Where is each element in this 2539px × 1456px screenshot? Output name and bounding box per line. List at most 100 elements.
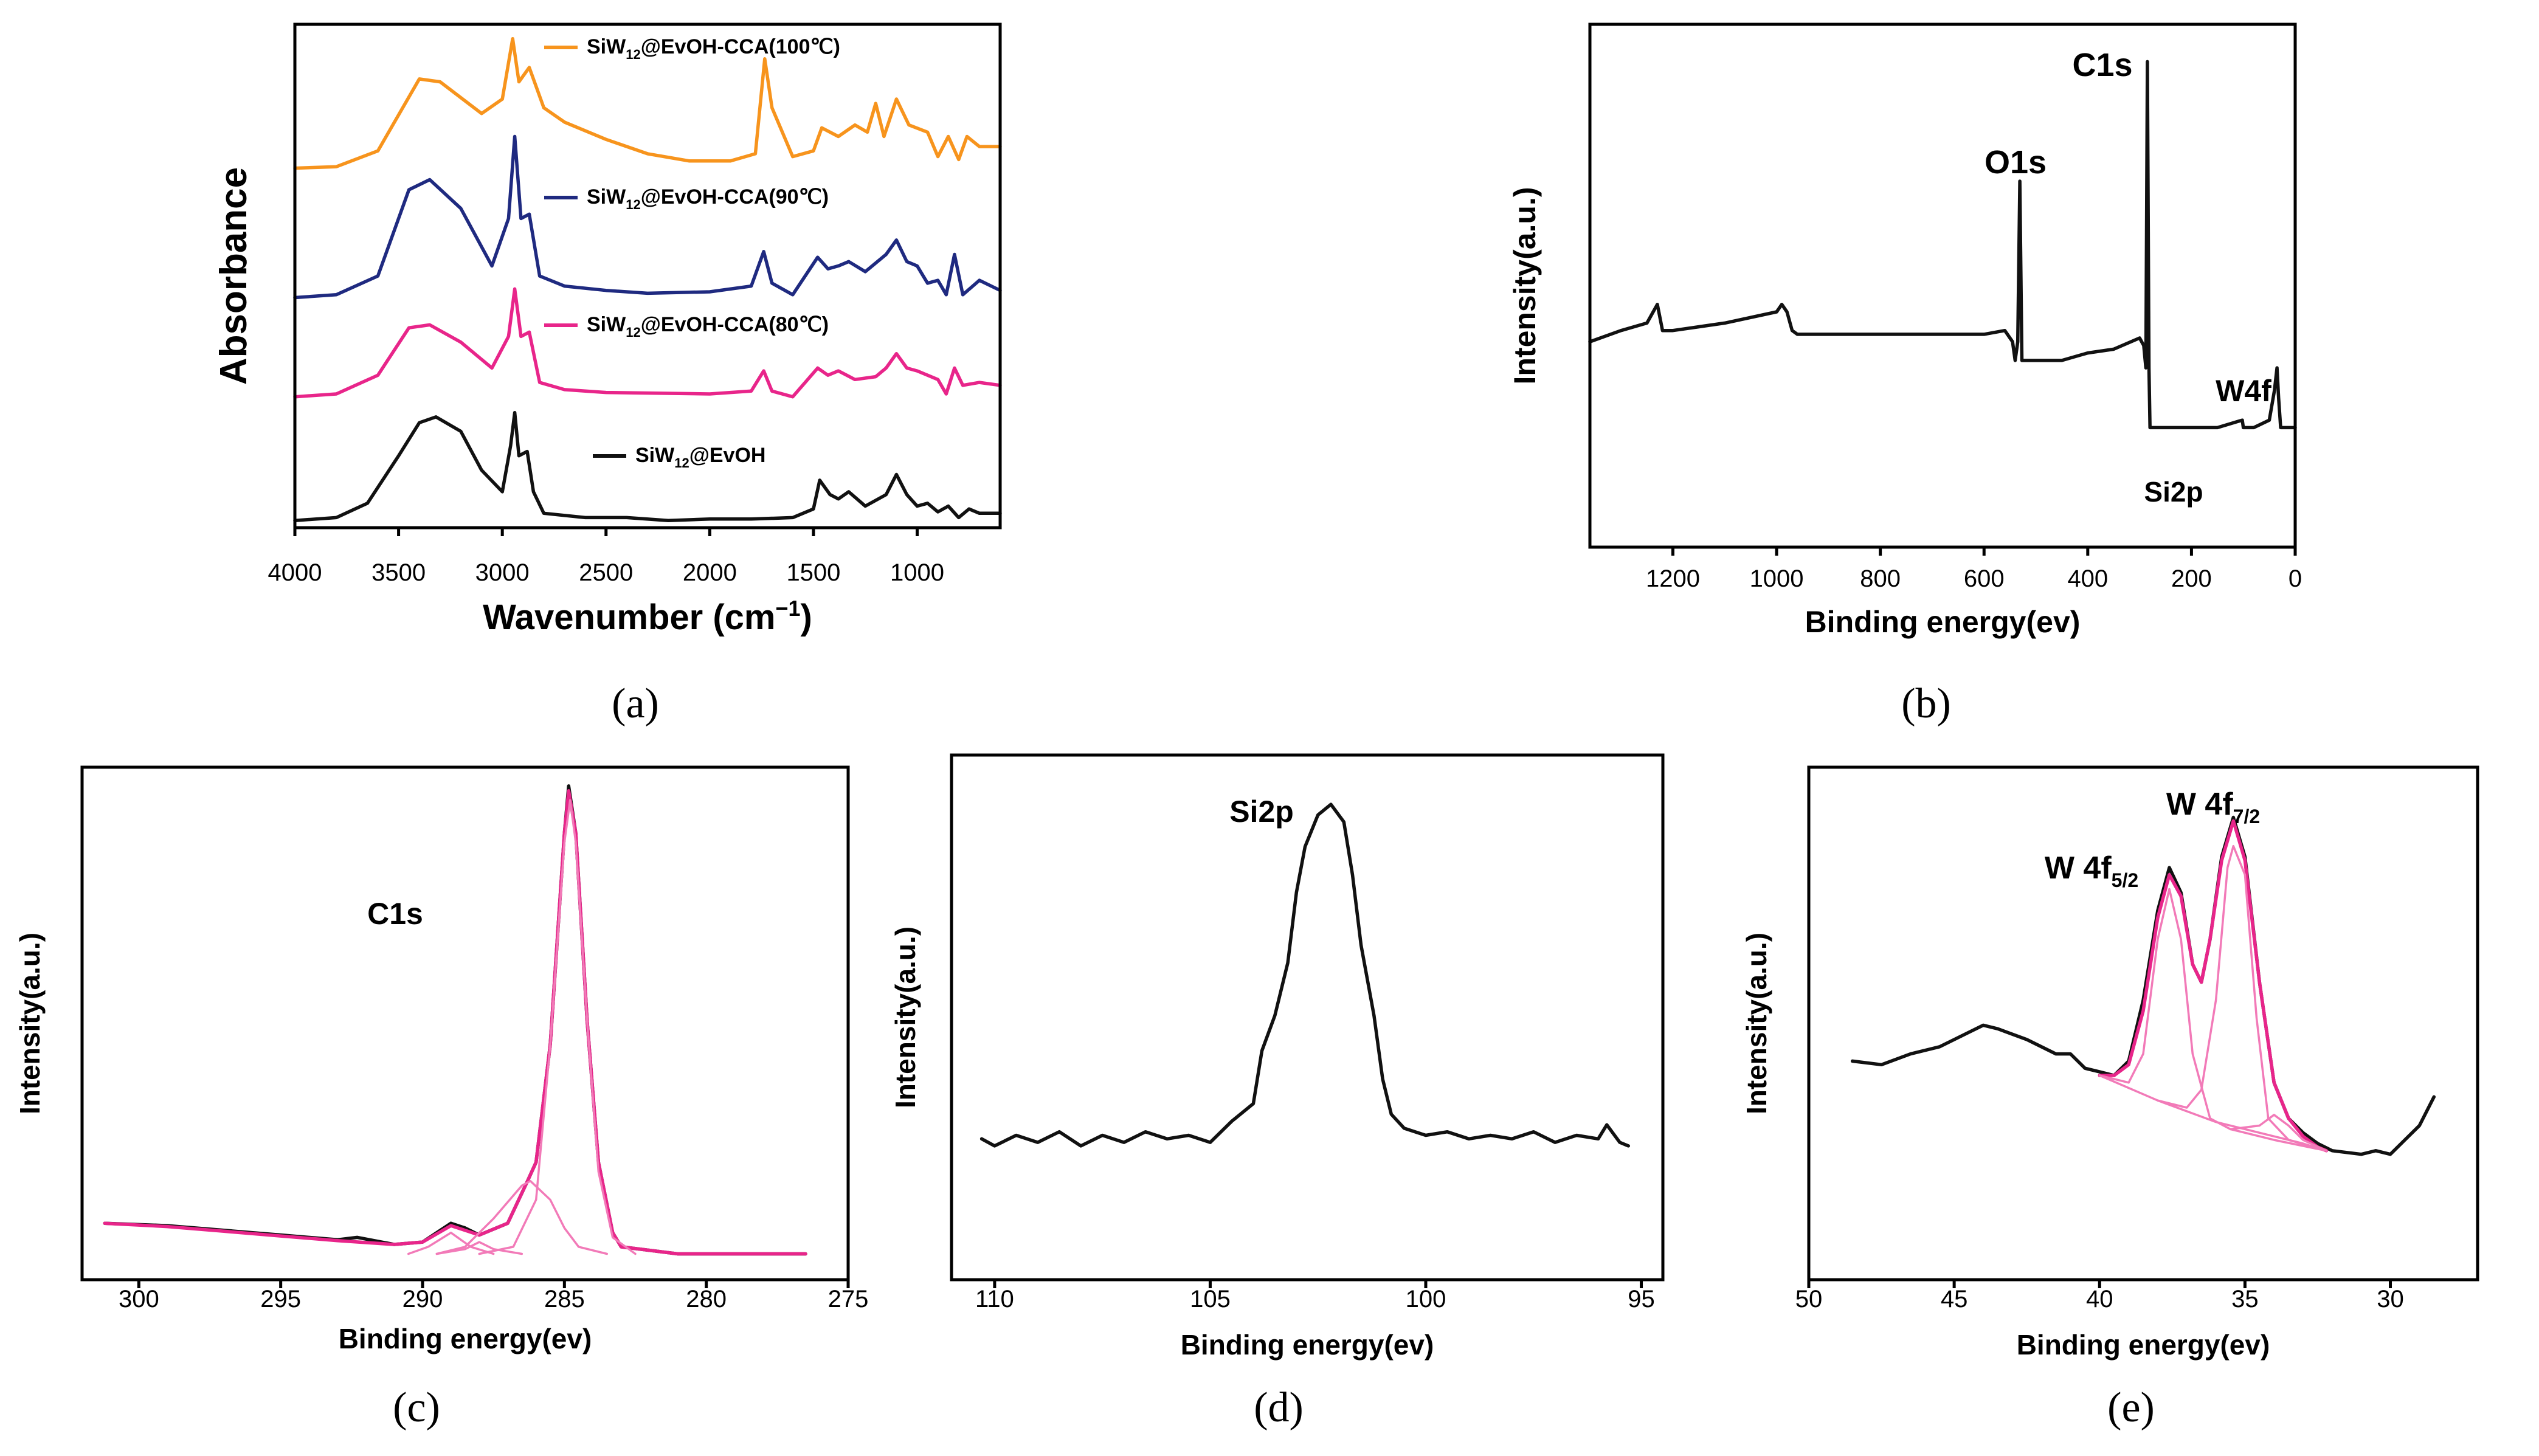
x-axis-label-e: Binding energy(ev)	[2017, 1329, 2270, 1361]
annotation-b-2: Si2p	[2144, 476, 2203, 508]
legend-name-rest: @EvOH-CCA(80℃)	[641, 313, 829, 336]
plot-frame-a	[293, 22, 1002, 530]
plot-frame-b	[1588, 22, 2297, 549]
panel-e: 50 45 40 35 30 Binding energy(ev) Intensity(a.…	[1741, 765, 2479, 1431]
series-c-4	[407, 1231, 495, 1255]
xtick-label-b-3: 600	[1964, 565, 2005, 592]
series-a-1	[293, 134, 1002, 300]
xtick-label-d-1: 105	[1190, 1286, 1231, 1313]
legend-name-sub: 12	[674, 455, 689, 471]
xtick-label-d-2: 100	[1406, 1286, 1446, 1313]
panel-b: 1200 1000 800 600 400 200 0 Binding energy(ev) I…	[1508, 22, 2302, 727]
annotation-e-0: W 4f5/2	[2045, 850, 2138, 891]
series-a-3	[293, 410, 1002, 522]
xtick-label-c-1: 295	[260, 1286, 301, 1313]
plot-frame-d	[950, 753, 1665, 1282]
plot-frame-e	[1807, 765, 2479, 1282]
legend-name-rest: @EvOH-CCA(100℃)	[641, 35, 840, 58]
series-b-0	[1588, 60, 2297, 430]
annotation-text: C1s	[367, 897, 423, 931]
legend-name-rest: @EvOH	[689, 444, 766, 467]
annotation-text: Si2p	[2144, 476, 2203, 508]
legend-name-base: SiW	[587, 35, 626, 58]
xtick-label-c-0: 300	[119, 1286, 159, 1313]
annotation-text: C1s	[2072, 47, 2132, 83]
xtick-label-c-3: 285	[544, 1286, 585, 1313]
xtick-label-e-0: 50	[1795, 1286, 1823, 1313]
legend-name-base: SiW	[635, 444, 675, 467]
series-d-0	[979, 802, 1631, 1148]
legend-label-1: SiW12@EvOH-CCA(90℃)	[587, 185, 829, 212]
series-c-0	[103, 784, 807, 1256]
x-axis-label-d: Binding energy(ev)	[1181, 1329, 1434, 1361]
xtick-label-a-4: 2000	[683, 559, 737, 586]
x-axis-label-main: Wavenumber (cm	[483, 598, 775, 637]
series-c-2	[478, 799, 637, 1255]
y-axis-label-c: Intensity(a.u.)	[14, 933, 46, 1114]
series-a-0	[293, 36, 1002, 170]
xtick-label-e-3: 35	[2231, 1286, 2259, 1313]
legend-name-sub: 12	[626, 197, 640, 212]
x-axis-label-b: Binding energy(ev)	[1805, 605, 2081, 639]
xtick-label-a-0: 4000	[268, 559, 322, 586]
series-e-4	[2157, 844, 2328, 1152]
annotation-e-1: W 4f7/2	[2166, 787, 2260, 827]
y-axis-label-a: Absorbance	[213, 167, 255, 385]
annotation-text: W4f	[2216, 374, 2271, 408]
series-c-5	[435, 1241, 523, 1255]
annotation-text: W 4f	[2045, 850, 2112, 886]
xtick-label-d-0: 110	[975, 1286, 1014, 1313]
series-e-1	[2098, 819, 2329, 1153]
annotation-b-3: W4f	[2216, 374, 2271, 408]
y-axis-label-d: Intensity(a.u.)	[890, 926, 921, 1108]
annotation-text: Si2p	[1229, 795, 1294, 829]
x-axis-label-c: Binding energy(ev)	[339, 1323, 592, 1354]
caption-c: (c)	[393, 1384, 440, 1431]
xtick-label-a-6: 1000	[890, 559, 944, 586]
legend-name-sub: 12	[626, 325, 640, 340]
xtick-label-a-3: 2500	[579, 559, 633, 586]
annotation-sub: 5/2	[2112, 869, 2138, 891]
legend-label-2: SiW12@EvOH-CCA(80℃)	[587, 313, 829, 340]
panel-c: 300 295 290 285 280 275 Binding energy(ev) Inte…	[14, 765, 868, 1431]
caption-d: (d)	[1254, 1384, 1304, 1431]
xtick-label-b-0: 1200	[1646, 565, 1700, 592]
legend-name-base: SiW	[587, 185, 626, 209]
xtick-label-b-1: 1000	[1750, 565, 1804, 592]
xtick-label-a-2: 3000	[475, 559, 530, 586]
series-e-2	[2098, 1074, 2328, 1152]
xtick-label-b-4: 400	[2067, 565, 2108, 592]
panel-a: 4000 3500 3000 2500 2000 1500 1000 Wavenumber (…	[213, 22, 1002, 727]
xtick-label-d-3: 95	[1628, 1286, 1655, 1313]
caption-e: (e)	[2107, 1384, 2155, 1431]
caption-b: (b)	[1901, 680, 1951, 727]
series-a-2	[293, 287, 1002, 399]
y-axis-label-b: Intensity(a.u.)	[1508, 187, 1542, 384]
legend-label-3: SiW12@EvOH	[635, 444, 765, 471]
annotation-c-0: C1s	[367, 897, 423, 931]
x-axis-label-a: Wavenumber (cm−1)	[483, 596, 812, 637]
plot-frame-c	[80, 765, 850, 1282]
annotation-text: W 4f	[2166, 787, 2233, 822]
annotation-sub: 7/2	[2233, 806, 2260, 827]
series-c-3	[435, 1179, 609, 1255]
y-axis-label-e: Intensity(a.u.)	[1741, 933, 1772, 1114]
xtick-label-b-6: 0	[2289, 565, 2302, 592]
annotation-b-0: O1s	[1985, 144, 2047, 181]
panel-d: 110 105 100 95 Binding energy(ev) Intensity(a…	[890, 753, 1665, 1431]
xtick-label-a-1: 3500	[371, 559, 426, 586]
xtick-label-c-4: 280	[686, 1286, 727, 1313]
series-e-0	[1850, 815, 2436, 1156]
annotation-b-1: C1s	[2072, 47, 2132, 83]
xtick-label-e-1: 45	[1941, 1286, 1968, 1313]
series-c-1	[103, 788, 807, 1256]
legend-name-base: SiW	[587, 313, 626, 336]
annotation-d-0: Si2p	[1229, 795, 1294, 829]
x-axis-label-end: )	[801, 598, 812, 637]
xtick-label-b-2: 800	[1860, 565, 1901, 592]
annotation-text: O1s	[1985, 144, 2047, 181]
x-axis-label-sup: −1	[775, 596, 800, 621]
xtick-label-b-5: 200	[2171, 565, 2212, 592]
xtick-label-c-2: 290	[402, 1286, 443, 1313]
